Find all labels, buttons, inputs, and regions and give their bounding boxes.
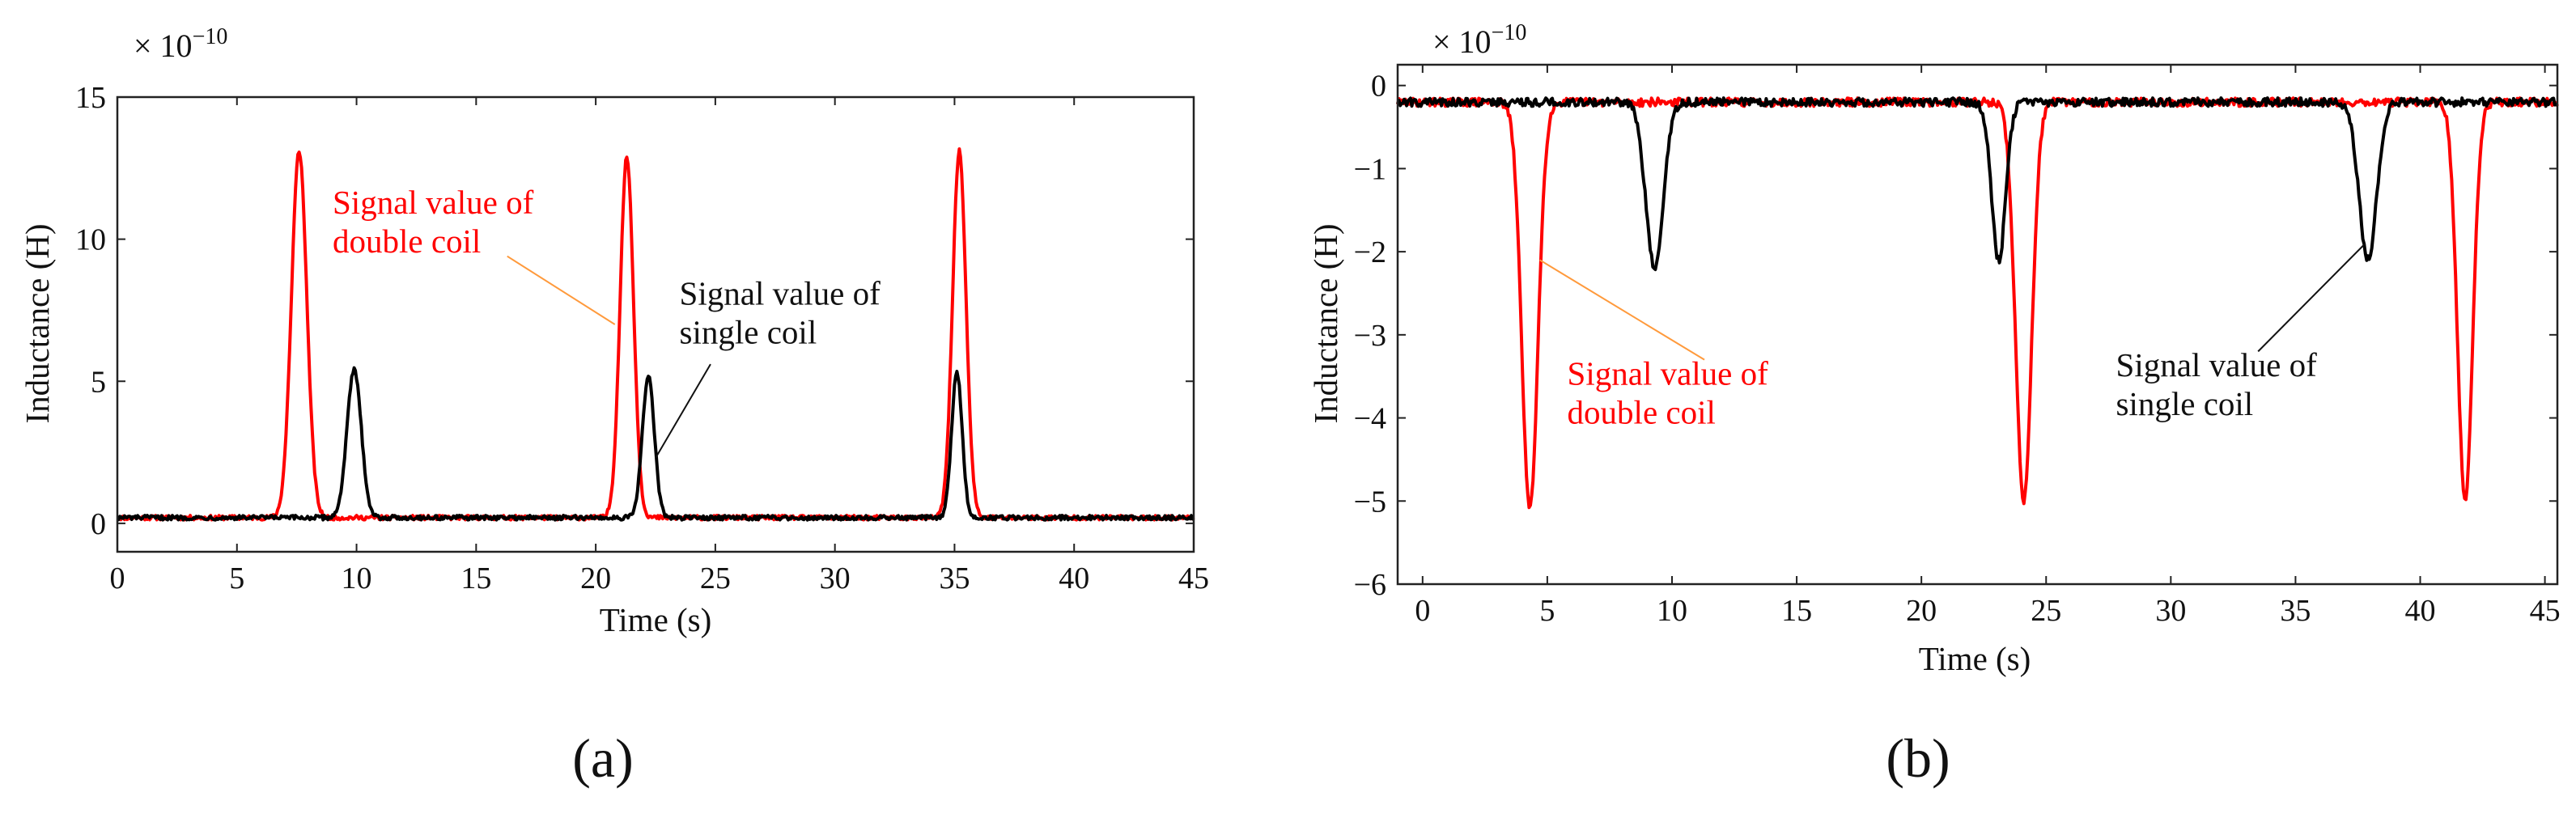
panel-a-scale-label: × 10−10 [134,24,227,64]
panel-a-ticks: 0 5 10 15 20 25 30 35 40 45 0 5 10 15 [75,81,1209,595]
panel-b-x-tick-label: 40 [2405,594,2436,628]
panel-a-x-axis-label: Time (s) [600,601,712,638]
panel-b-annotation-double-line: Signal value of [1568,354,1769,392]
panel-a: 0 5 10 15 20 25 30 35 40 45 0 5 10 15 × 10−10 Time (s… [19,24,1209,789]
panel-b-annotation-double: Signal value of double coil [1568,354,1769,430]
panel-b-y-tick-label: −4 [1354,402,1386,436]
panel-a-annotation-single-line: single coil [680,313,817,350]
panel-b-annotation-leader-double [1539,259,1705,361]
panel-a-x-tick-label: 30 [820,561,851,595]
panel-b-annotation-double-line: double coil [1568,393,1716,430]
panel-b-y-tick-label: −1 [1354,152,1386,186]
panel-b-plot-area [1396,96,2559,510]
panel-a-y-tick-label: 15 [75,81,106,115]
panel-a-plot-area [116,147,1195,522]
panel-b-y-axis-label: Inductance (H) [1307,223,1344,423]
panel-a-annotation-double-line: Signal value of [333,184,534,221]
panel-b-y-tick-label: 0 [1371,70,1386,104]
panel-a-y-axis-label: Inductance (H) [19,223,56,423]
panel-b-x-tick-label: 10 [1657,594,1687,628]
panel-a-annotation-leader-double [507,255,616,325]
panel-b-axes-box [1396,63,2559,586]
panel-b-x-tick-label: 25 [2031,594,2061,628]
panel-a-x-tick-label: 40 [1059,561,1089,595]
panel-a-axes-box [116,95,1195,553]
panel-b-x-tick-label: 0 [1415,594,1430,628]
panel-b: 0 5 10 15 20 25 30 35 40 450−1−2−3−4−5−6 × 10−10 … [1307,20,2561,789]
panel-b-x-tick-label: 5 [1539,594,1555,628]
panel-a-x-tick-label: 15 [460,561,491,595]
panel-b-x-tick-label: 45 [2530,594,2561,628]
panel-b-ticks: 0 5 10 15 20 25 30 35 40 45 0 −1 −2 −3 −4 −5 −6 [1354,65,2561,628]
panel-a-x-tick-label: 45 [1178,561,1209,595]
panel-a-annotation-double: Signal value of double coil [333,184,534,260]
panel-a-y-tick-label: 0 [91,507,106,541]
panel-b-x-tick-label: 30 [2155,594,2186,628]
panel-a-x-tick-label: 5 [229,561,244,595]
panel-a-annotation-single-line: Signal value of [680,274,881,311]
panel-b-y-tick-label: −6 [1354,568,1386,602]
panel-b-series-single-coil [1396,96,2558,272]
panel-a-x-tick-label: 10 [342,561,372,595]
panel-a-annotation-double-line: double coil [333,222,481,260]
panel-b-x-tick-label: 35 [2280,594,2311,628]
panel-b-annotation-single-line: Signal value of [2116,346,2318,383]
panel-b-series-double-coil [1396,96,2559,510]
panel-b-y-tick-label: −3 [1354,319,1386,353]
panel-a-y-tick-label: 10 [75,223,106,257]
panel-a-x-tick-label: 0 [110,561,125,595]
panel-b-label: (b) [1886,727,1950,789]
panel-a-y-tick-label: 5 [91,365,106,399]
panel-b-annotation-single-line: single coil [2116,385,2254,422]
panel-b-annotation-single: Signal value of single coil [2116,346,2318,422]
panel-b-annotation-leader-single [2257,243,2366,353]
panel-b-x-axis-label: Time (s) [1919,640,2031,677]
panel-a-x-tick-label: 20 [580,561,611,595]
panel-b-x-tick-label: 15 [1781,594,1812,628]
panel-b-x-tick-label: 20 [1906,594,1937,628]
panel-b-y-tick-label: −5 [1354,485,1386,519]
panel-a-annotation-leader-single [655,363,711,459]
panel-a-x-tick-label: 35 [939,561,970,595]
panel-a-series-single-coil [116,366,1195,522]
panel-a-x-tick-label: 25 [700,561,731,595]
panel-b-y-tick-label: −2 [1354,235,1386,269]
panel-a-label: (a) [572,727,633,789]
panel-a-annotation-single: Signal value of single coil [680,274,881,350]
panel-b-scale-label: × 10−10 [1432,20,1526,60]
